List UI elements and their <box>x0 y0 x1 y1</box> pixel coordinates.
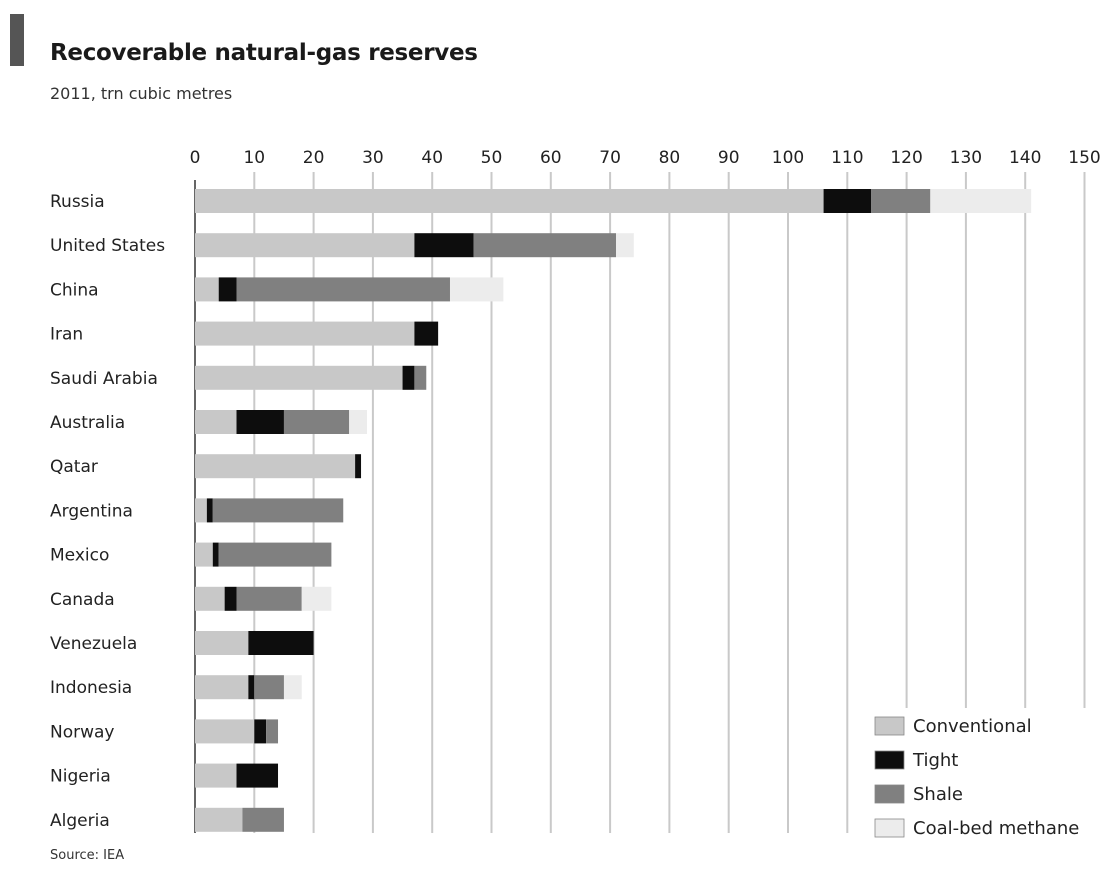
bar-segment <box>195 189 824 213</box>
legend-label: Conventional <box>913 716 1032 737</box>
category-label: Venezuela <box>50 634 137 654</box>
x-tick-label: 140 <box>1009 148 1041 168</box>
bar-segment <box>195 498 207 523</box>
x-tick-label: 70 <box>599 148 621 168</box>
bar-segment <box>355 454 362 479</box>
x-tick-label: 80 <box>659 148 681 168</box>
category-label: Australia <box>50 413 125 433</box>
bar-segment <box>195 807 243 832</box>
legend-swatch <box>874 818 905 838</box>
bar-segment <box>236 763 279 788</box>
bar-segment <box>195 321 415 346</box>
legend-label: Tight <box>912 750 958 771</box>
bar-segment <box>248 631 314 655</box>
source-note: Source: IEA <box>50 848 125 863</box>
x-tick-label: 10 <box>243 148 265 168</box>
x-tick-label: 20 <box>303 148 325 168</box>
bar-segment <box>414 233 474 258</box>
bar-segment <box>195 410 237 434</box>
bar-segment <box>195 454 356 479</box>
x-tick-label: 40 <box>421 148 443 168</box>
category-label: Saudi Arabia <box>50 369 158 389</box>
bar-segment <box>195 631 249 655</box>
bar-segment <box>254 719 267 744</box>
legend-swatch <box>874 784 905 804</box>
legend-background <box>868 708 1103 843</box>
bars <box>195 189 1032 832</box>
bar-segment <box>414 321 439 346</box>
category-labels: Russia United States China Iran Saudi Arabia… <box>50 192 165 831</box>
x-tick-label: 100 <box>772 148 804 168</box>
bar-segment <box>254 675 284 700</box>
bar-segment <box>449 277 504 302</box>
bar-segment <box>195 763 237 788</box>
x-tick-label: 30 <box>362 148 384 168</box>
x-tick-label: 110 <box>831 148 863 168</box>
x-tick-label: 150 <box>1068 148 1100 168</box>
category-label: Indonesia <box>50 678 132 698</box>
bar-segment <box>195 542 213 567</box>
legend-label: Coal-bed methane <box>913 818 1079 839</box>
bar-segment <box>301 586 332 611</box>
legend-swatch <box>874 750 905 770</box>
bar-segment <box>473 233 617 258</box>
bar-segment <box>195 586 225 611</box>
chart-subtitle: 2011, trn cubic metres <box>50 84 233 103</box>
legend-label: Shale <box>913 784 963 805</box>
bar-segment <box>236 586 302 611</box>
bar-segment <box>283 675 302 700</box>
bar-segment <box>224 586 237 611</box>
bar-segment <box>266 719 279 744</box>
category-label: Norway <box>50 722 115 742</box>
bar-segment <box>218 542 332 567</box>
category-label: Mexico <box>50 546 109 566</box>
category-label: Nigeria <box>50 767 111 787</box>
bar-segment <box>195 365 403 390</box>
category-label: United States <box>50 236 165 256</box>
bar-segment <box>212 498 344 523</box>
bar-segment <box>414 365 427 390</box>
bar-segment <box>236 410 284 434</box>
bar-segment <box>242 807 284 832</box>
bar-segment <box>236 277 450 302</box>
bar-segment <box>212 542 219 567</box>
bar-segment <box>402 365 415 390</box>
bar-segment <box>930 189 1032 213</box>
bar-segment <box>195 233 415 258</box>
category-label: China <box>50 280 99 300</box>
category-label: Russia <box>50 192 105 212</box>
bar-segment <box>248 675 255 700</box>
x-tick-label: 50 <box>481 148 503 168</box>
bar-segment <box>195 675 249 700</box>
chart-title: Recoverable natural-gas reserves <box>50 40 478 66</box>
bar-segment <box>871 189 931 213</box>
x-tick-label: 90 <box>718 148 740 168</box>
x-tick-label: 120 <box>890 148 922 168</box>
bar-segment <box>218 277 237 302</box>
x-tick-label: 60 <box>540 148 562 168</box>
category-label: Canada <box>50 590 115 610</box>
x-tick-label: 0 <box>190 148 201 168</box>
bar-segment <box>823 189 872 213</box>
x-tick-label: 130 <box>950 148 982 168</box>
bar-segment <box>195 719 255 744</box>
bar-segment <box>195 277 219 302</box>
legend: Conventional Tight Shale Coal-bed methane <box>868 708 1103 843</box>
category-label: Qatar <box>50 457 98 477</box>
legend-swatch <box>874 716 905 736</box>
bar-segment <box>206 498 213 523</box>
category-label: Iran <box>50 325 83 345</box>
bar-segment <box>283 410 350 434</box>
category-label: Algeria <box>50 811 110 831</box>
title-accent-bar <box>10 14 24 66</box>
bar-segment <box>349 410 367 434</box>
category-label: Argentina <box>50 501 133 521</box>
bar-segment <box>616 233 634 258</box>
x-axis-ticks: 0 10 20 30 40 50 60 70 80 90 100 110 120 130 140 150 <box>190 148 1101 168</box>
